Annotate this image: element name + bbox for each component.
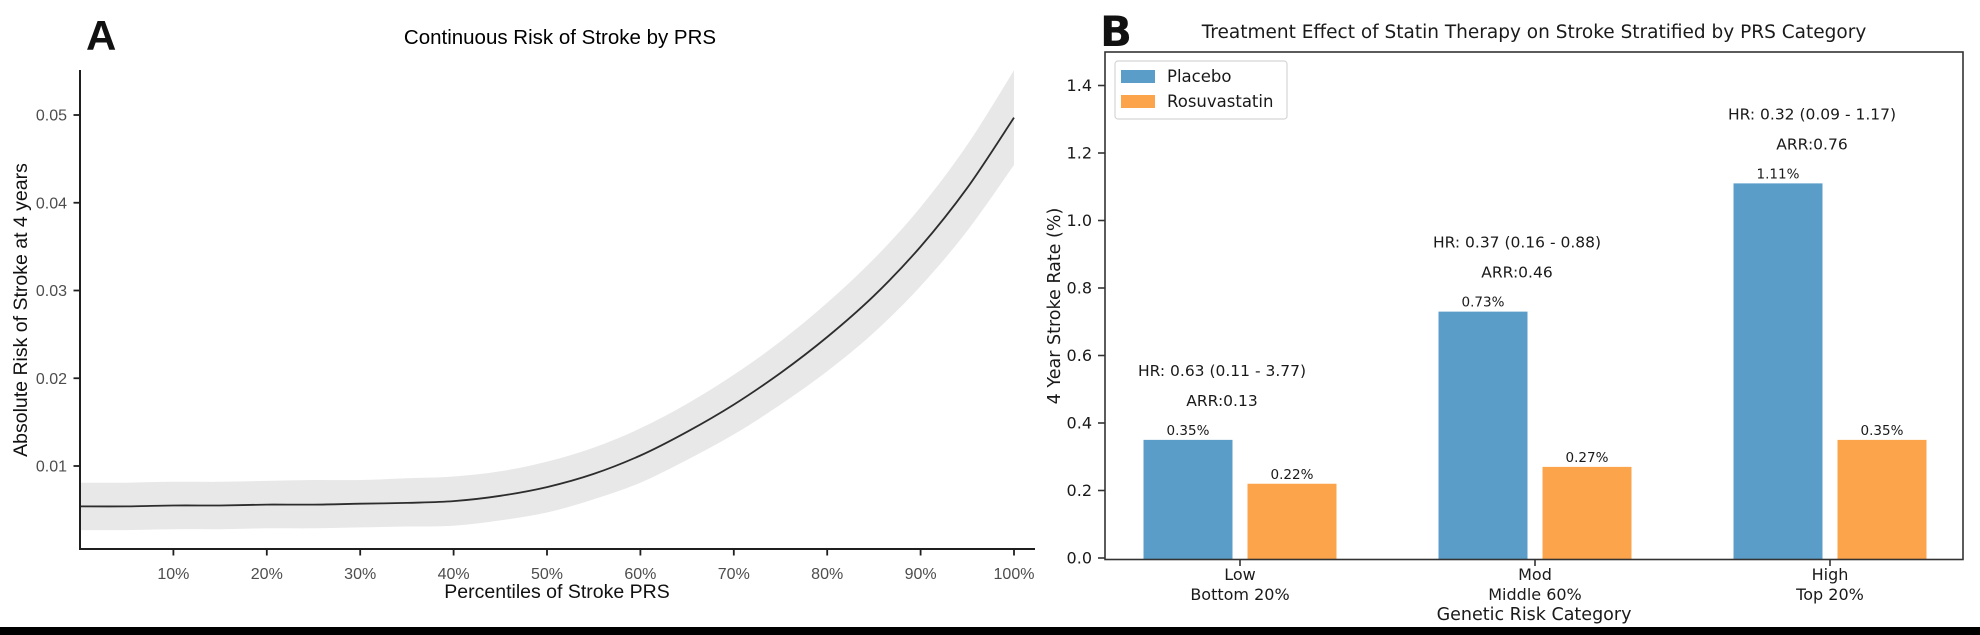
y-tick-label: 0.6 xyxy=(1067,346,1092,365)
panel-a-xlabel: Percentiles of Stroke PRS xyxy=(444,581,669,603)
x-tick-label: 10% xyxy=(157,566,189,583)
panel-a-spines xyxy=(79,70,1035,550)
panel-b-letter: B xyxy=(1100,7,1132,56)
bottom-bar xyxy=(0,627,1980,635)
bar-value-label: 0.35% xyxy=(1861,423,1904,439)
placebo-legend-label: Placebo xyxy=(1167,67,1231,86)
hr-annotation: HR: 0.32 (0.09 - 1.17) xyxy=(1728,105,1896,123)
confidence-band xyxy=(80,70,1014,531)
x-tick-label: 50% xyxy=(531,566,563,583)
panel-b-bars xyxy=(1143,183,1927,559)
arr-annotation: ARR:0.46 xyxy=(1481,264,1552,282)
bar-value-label: 1.11% xyxy=(1757,166,1800,182)
panel-a: 0.01 0.02 0.03 0.04 0.05 10% 20% 30% 40% 50% 60% 70… xyxy=(10,12,1035,603)
panel-a-ylabel: Absolute Risk of Stroke at 4 years xyxy=(10,163,32,457)
legend-box xyxy=(1114,60,1288,120)
panel-b-annotations: 0.35% 0.73% 1.11% 0.22% 0.27% 0.35% HR: 0.63 (… xyxy=(1138,105,1904,482)
y-tick-label: 1.0 xyxy=(1067,211,1092,230)
placebo-bar-low xyxy=(1143,439,1233,559)
x-tick-label: 70% xyxy=(718,566,750,583)
hr-annotation: HR: 0.37 (0.16 - 0.88) xyxy=(1433,234,1601,252)
y-tick-label: 0.03 xyxy=(36,283,67,300)
category-label: Low xyxy=(1224,565,1256,584)
x-tick-label: 100% xyxy=(994,566,1035,583)
y-tick-label: 0.05 xyxy=(36,108,67,125)
arr-annotation: ARR:0.13 xyxy=(1186,392,1257,410)
risk-curve xyxy=(79,117,1015,508)
panel-a-title: Continuous Risk of Stroke by PRS xyxy=(404,26,716,49)
x-tick-label: 80% xyxy=(811,566,843,583)
placebo-legend-swatch xyxy=(1121,70,1155,83)
x-tick-label: 20% xyxy=(251,566,283,583)
y-tick-label: 0.04 xyxy=(36,195,67,212)
y-tick-label: 0.02 xyxy=(36,371,67,388)
placebo-bar-high xyxy=(1733,183,1823,559)
category-sublabel: Top 20% xyxy=(1795,585,1864,604)
bar-value-label: 0.22% xyxy=(1271,467,1314,483)
bar-value-label: 0.73% xyxy=(1462,295,1505,311)
panel-b-xlabel: Genetic Risk Category xyxy=(1437,605,1632,625)
y-tick-label: 1.2 xyxy=(1067,144,1092,163)
rosuvastatin-bar-low xyxy=(1247,483,1337,559)
y-tick-label: 0.01 xyxy=(36,459,67,476)
x-tick-label: 90% xyxy=(905,566,937,583)
y-tick-label: 0.2 xyxy=(1067,481,1092,500)
rosuvastatin-bar-mod xyxy=(1542,466,1632,559)
y-tick-label: 1.4 xyxy=(1067,76,1092,95)
category-label: High xyxy=(1812,565,1849,584)
hr-annotation: HR: 0.63 (0.11 - 3.77) xyxy=(1138,362,1306,380)
y-tick-label: 0.4 xyxy=(1067,414,1092,433)
panel-a-letter: A xyxy=(86,12,116,59)
panel-b-title: Treatment Effect of Statin Therapy on St… xyxy=(1201,22,1867,43)
bar-value-label: 0.27% xyxy=(1566,450,1609,466)
legend: Placebo Rosuvastatin xyxy=(1114,60,1288,120)
y-tick-label: 0.0 xyxy=(1067,549,1092,568)
bar-value-label: 0.35% xyxy=(1167,423,1210,439)
category-label: Mod xyxy=(1518,565,1552,584)
x-tick-label: 40% xyxy=(438,566,470,583)
panel-a-axes: 0.01 0.02 0.03 0.04 0.05 10% 20% 30% 40% 50% 60% 70… xyxy=(36,70,1035,583)
placebo-bar-mod xyxy=(1438,311,1528,559)
arr-annotation: ARR:0.76 xyxy=(1776,135,1847,153)
rosuvastatin-legend-label: Rosuvastatin xyxy=(1167,92,1273,111)
rosuvastatin-legend-swatch xyxy=(1121,95,1155,108)
category-sublabel: Middle 60% xyxy=(1488,585,1582,604)
x-tick-label: 30% xyxy=(344,566,376,583)
rosuvastatin-bar-high xyxy=(1837,439,1927,559)
category-sublabel: Bottom 20% xyxy=(1190,585,1289,604)
y-tick-label: 0.8 xyxy=(1067,279,1092,298)
panel-b-ylabel: 4 Year Stroke Rate (%) xyxy=(1045,208,1065,405)
panel-b-frame xyxy=(1104,51,1964,561)
x-tick-label: 60% xyxy=(624,566,656,583)
